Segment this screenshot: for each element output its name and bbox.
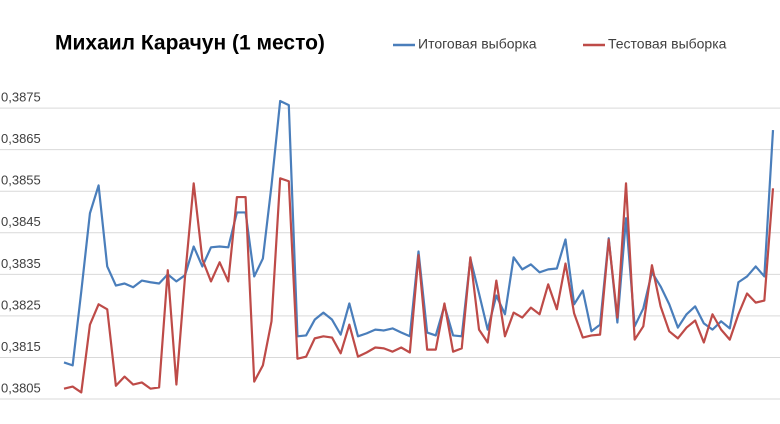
y-tick-label: 0,3865 xyxy=(1,131,41,146)
legend-label: Итоговая выборка xyxy=(418,36,537,52)
chart-title: Михаил Карачун (1 место) xyxy=(55,32,325,55)
y-tick-label: 0,3835 xyxy=(1,256,41,271)
y-tick-label: 0,3845 xyxy=(1,214,41,229)
series-line xyxy=(63,177,775,394)
y-tick-label: 0,3855 xyxy=(1,173,41,188)
y-tick-label: 0,3815 xyxy=(1,339,41,354)
y-tick-label: 0,3805 xyxy=(1,380,41,395)
y-tick-label: 0,3875 xyxy=(1,90,41,105)
legend-label: Тестовая выборка xyxy=(608,36,727,52)
y-tick-label: 0,3825 xyxy=(1,297,41,312)
